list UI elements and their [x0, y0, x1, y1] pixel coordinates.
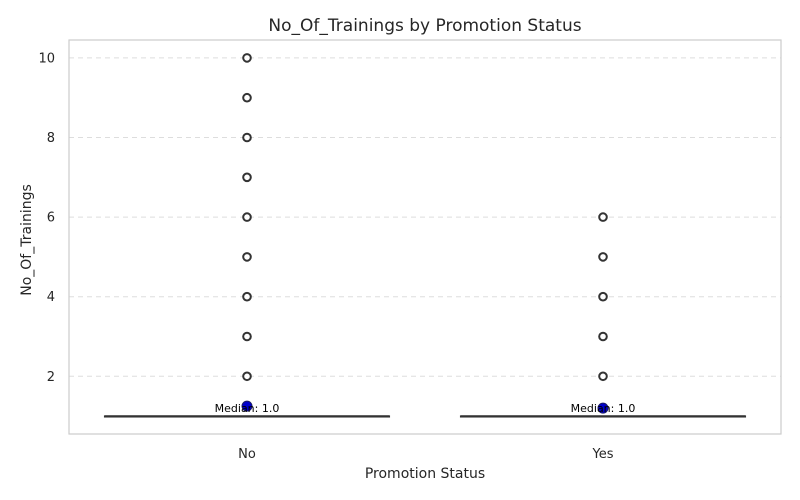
y-tick-label: 2 [47, 370, 55, 385]
y-tick-label: 6 [47, 211, 55, 226]
outlier-point [242, 132, 252, 143]
outlier-point [242, 212, 252, 222]
outlier-point [242, 53, 252, 63]
mean-marker [241, 400, 253, 412]
outlier-point [242, 331, 252, 342]
outlier-point [242, 92, 252, 103]
outlier-point [598, 331, 608, 342]
outlier-point [242, 172, 252, 183]
median-label: Median: 1.0 [215, 402, 280, 415]
y-tick-label: 10 [38, 51, 55, 66]
x-axis-label: Promotion Status [365, 466, 485, 482]
outlier-point [598, 252, 608, 262]
median-label: Median: 1.0 [571, 402, 636, 415]
y-tick-label: 4 [47, 290, 55, 305]
chart-title: No_Of_Trainings by Promotion Status [268, 16, 581, 36]
plot-area: 2 4 6 8 10 No Yes Median: 1.0 Median: 1.0 [38, 39, 782, 462]
y-axis-label: No_Of_Trainings [19, 184, 35, 296]
outlier-point [242, 252, 252, 262]
outlier-point [598, 212, 608, 222]
outlier-point [598, 291, 608, 302]
x-tick-label: Yes [592, 447, 614, 462]
plot-frame [68, 39, 782, 435]
outlier-point [242, 291, 252, 302]
outlier-point [242, 371, 252, 382]
y-tick-label: 8 [47, 131, 55, 146]
mean-marker [597, 402, 609, 414]
outlier-point [598, 371, 608, 382]
x-tick-label: No [238, 447, 256, 462]
